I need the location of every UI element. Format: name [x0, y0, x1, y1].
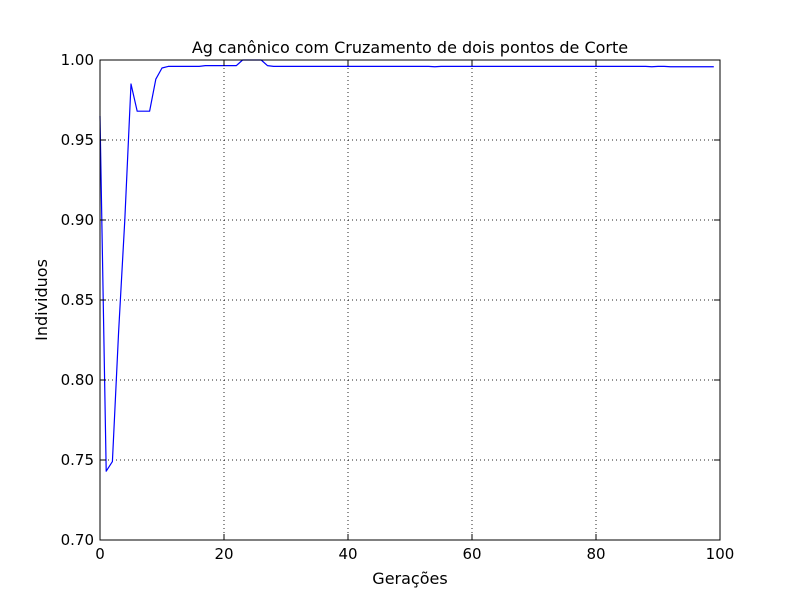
grid: [100, 60, 720, 540]
x-tick-label: 0: [95, 545, 105, 563]
ticks: [99, 59, 721, 541]
x-tick-label: 60: [462, 545, 481, 563]
x-tick-label: 20: [214, 545, 233, 563]
y-tick-labels: 0.70 0.75 0.80 0.85 0.90 0.95 1.00: [61, 51, 94, 549]
chart-title: Ag canônico com Cruzamento de dois ponto…: [192, 38, 628, 57]
y-tick-label: 0.70: [61, 531, 94, 549]
y-tick-label: 1.00: [61, 51, 94, 69]
x-tick-labels: 0 20 40 60 80 100: [95, 545, 734, 563]
y-tick-label: 0.95: [61, 131, 94, 149]
y-axis-label: Individuos: [32, 259, 51, 341]
y-tick-label: 0.75: [61, 451, 94, 469]
x-tick-label: 40: [338, 545, 357, 563]
series-layer: [99, 59, 714, 472]
y-tick-label: 0.90: [61, 211, 94, 229]
y-tick-label: 0.80: [61, 371, 94, 389]
x-tick-label: 80: [586, 545, 605, 563]
x-tick-label: 100: [706, 545, 735, 563]
x-axis-label: Gerações: [372, 569, 447, 588]
y-tick-label: 0.85: [61, 291, 94, 309]
series-line: [99, 59, 714, 472]
